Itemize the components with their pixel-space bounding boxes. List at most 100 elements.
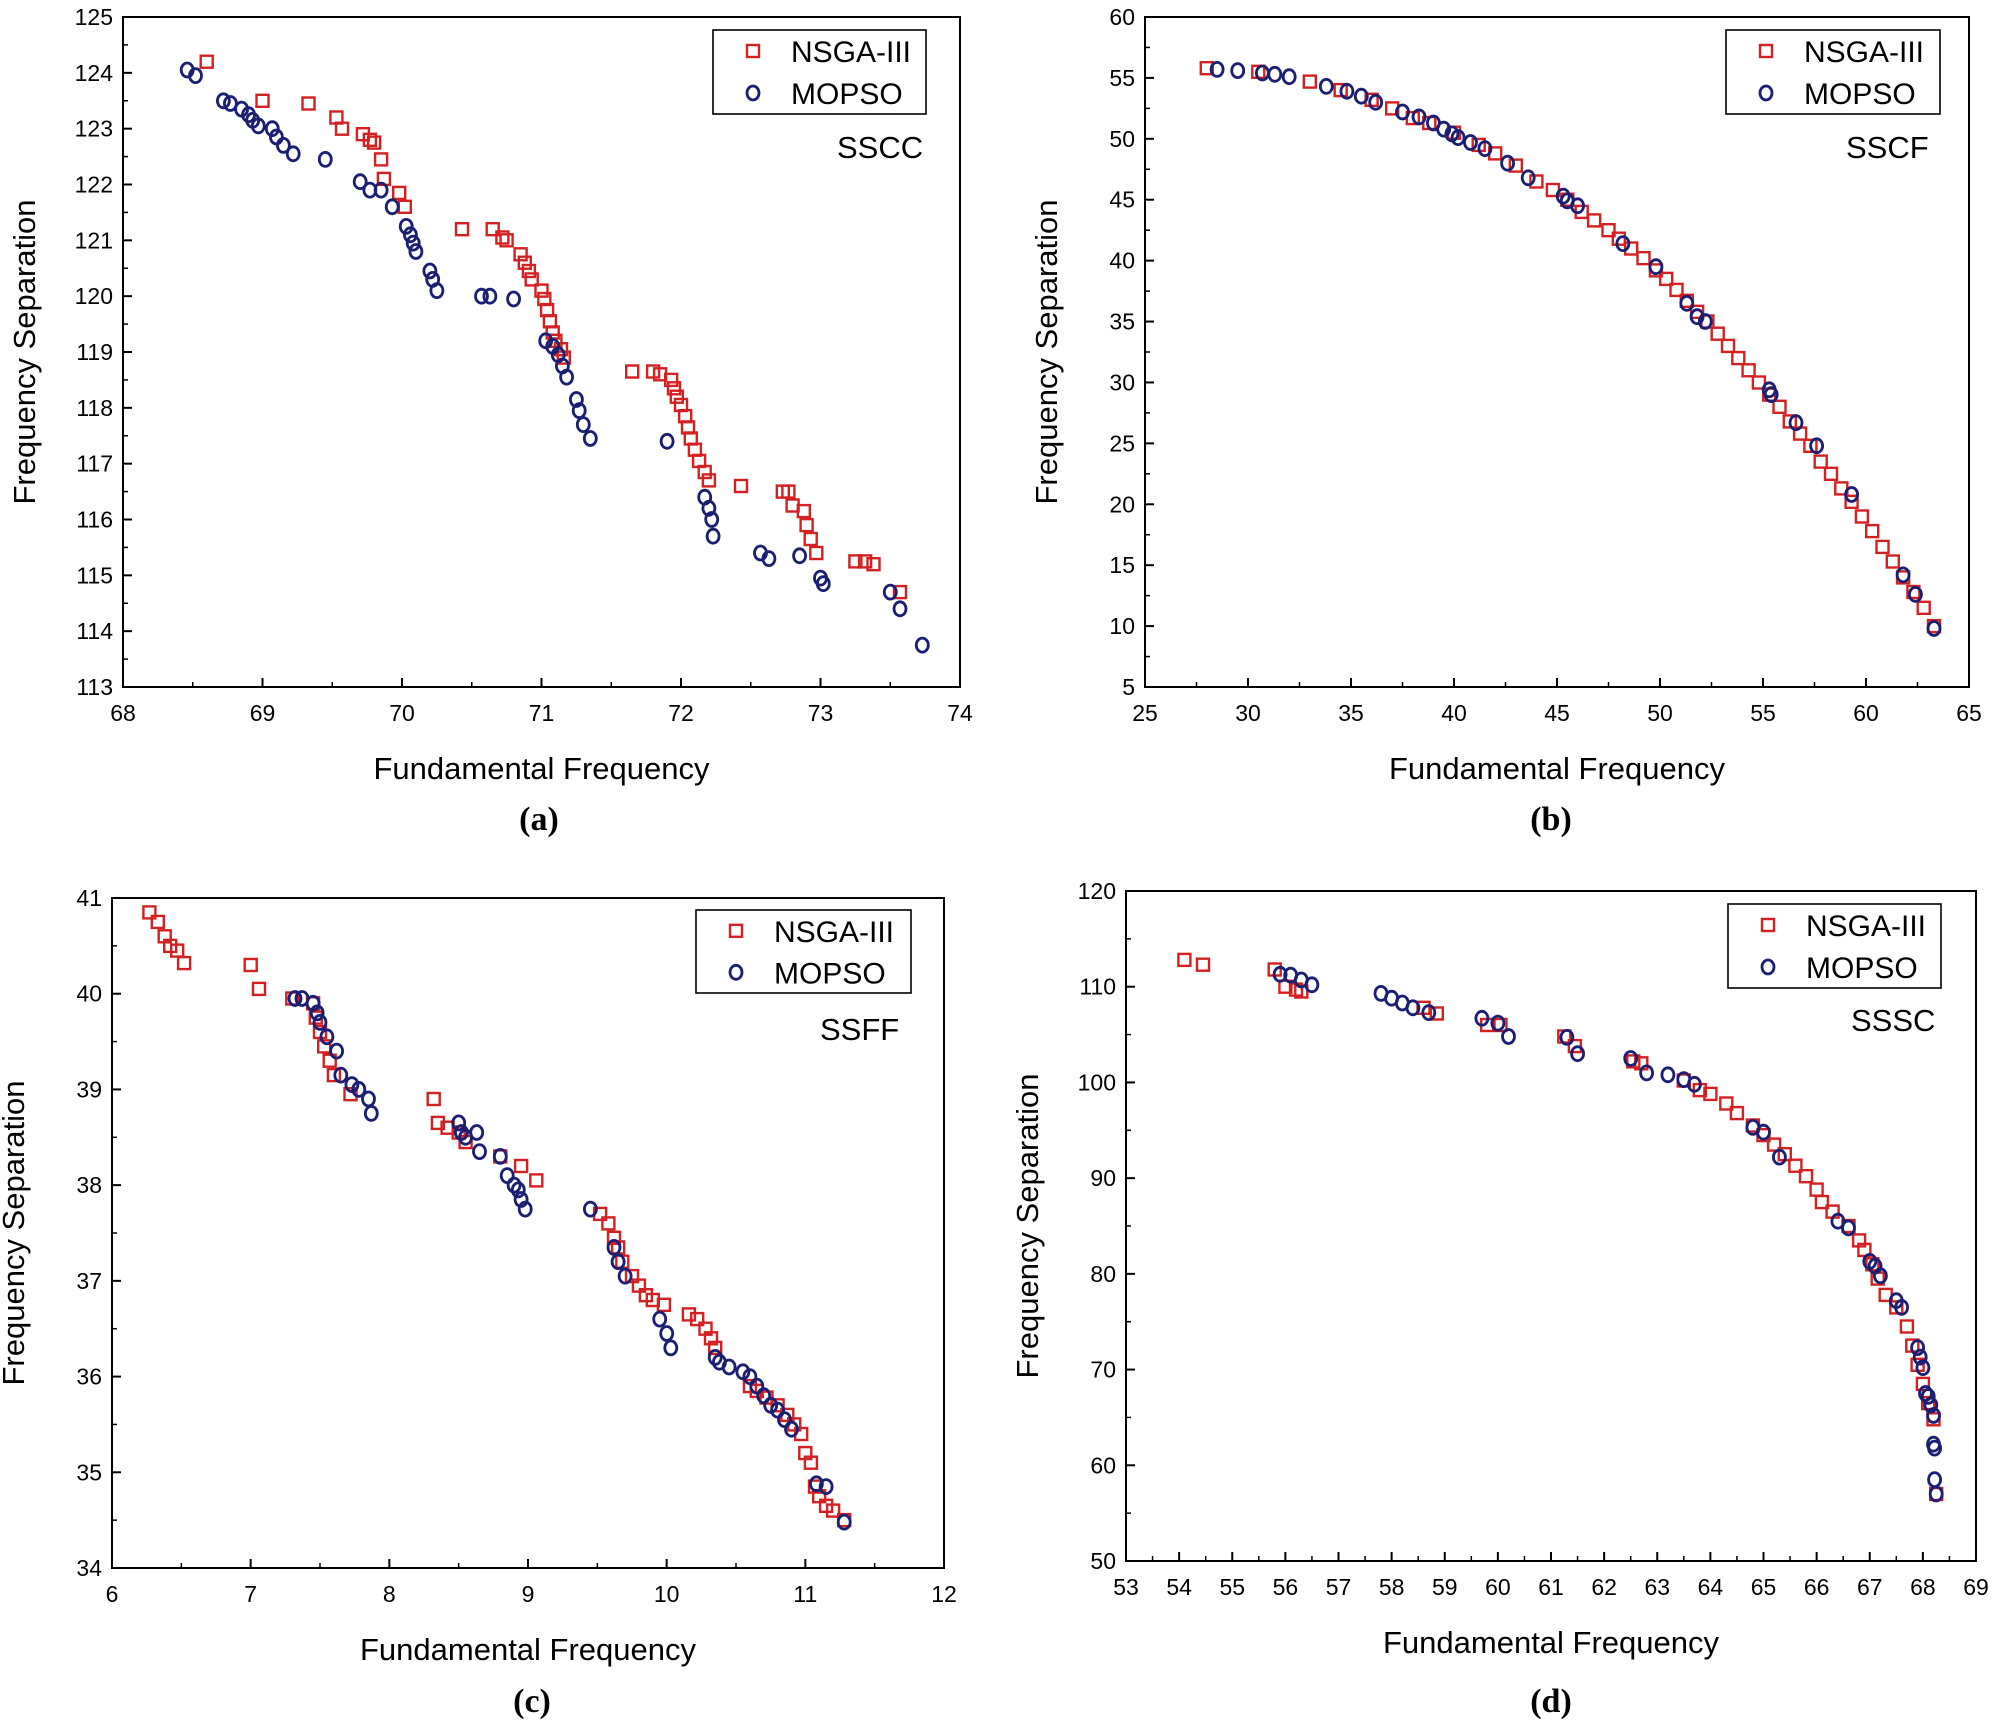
data-point-mopso <box>582 430 598 447</box>
data-point-nsga-iii <box>243 957 258 973</box>
data-point-mopso <box>1436 120 1452 138</box>
data-point-mopso <box>1477 140 1493 158</box>
x-tick-label: 54 <box>1166 1574 1192 1600</box>
legend-label: MOPSO <box>791 78 903 111</box>
data-point-nsga-iii <box>1429 1006 1445 1021</box>
data-point-nsga-iii <box>799 517 814 533</box>
data-point-nsga-iii <box>666 381 682 396</box>
y-tick-label: 30 <box>1109 369 1135 395</box>
chart-panel-a: 68 69 70 71 72 73 74 113 114 115 116 117 118 119 120 12… <box>7 4 973 838</box>
data-point-mopso <box>1689 308 1705 326</box>
panel-caption: (d) <box>1530 1683 1572 1720</box>
legend-label: MOPSO <box>1804 78 1916 111</box>
data-point-mopso <box>1687 1075 1702 1093</box>
data-point-mopso <box>761 550 777 567</box>
data-point-nsga-iii <box>1636 250 1651 266</box>
data-point-nsga-iii <box>1333 82 1348 98</box>
data-point-mopso <box>469 1124 485 1141</box>
panel-caption: (c) <box>513 1683 551 1720</box>
data-point-nsga-iii <box>803 531 818 547</box>
series-mopso <box>1272 965 1944 1503</box>
y-tick-label: 45 <box>1109 187 1135 213</box>
data-point-nsga-iii <box>454 221 470 237</box>
data-point-mopso <box>472 1143 487 1160</box>
x-tick-label: 74 <box>947 700 973 726</box>
data-point-nsga-iii <box>1920 1395 1936 1411</box>
data-point-mopso <box>1318 78 1334 95</box>
legend-marker-mopso <box>1758 84 1774 102</box>
data-point-mopso <box>402 226 418 244</box>
data-point-mopso <box>506 1176 522 1194</box>
y-tick-label: 40 <box>1109 248 1135 274</box>
data-point-mopso <box>882 583 898 601</box>
x-axis-title: Fundamental Frequency <box>360 1632 697 1667</box>
data-point-mopso <box>1679 294 1695 312</box>
data-point-nsga-iii <box>892 584 908 600</box>
data-point-nsga-iii <box>485 221 500 237</box>
legend-marker-mopso <box>745 84 761 102</box>
data-point-nsga-iii <box>803 1455 819 1470</box>
data-point-mopso <box>1763 386 1779 404</box>
data-point-mopso <box>569 391 584 408</box>
data-point-mopso <box>492 1148 508 1165</box>
x-tick-label: 55 <box>1219 1574 1245 1600</box>
data-point-nsga-iii <box>857 554 873 569</box>
y-tick-label: 36 <box>76 1364 102 1390</box>
data-point-nsga-iii <box>1720 338 1736 354</box>
data-point-nsga-iii <box>1719 1096 1734 1111</box>
data-point-mopso <box>1873 1267 1888 1285</box>
data-point-nsga-iii <box>176 955 192 971</box>
data-point-mopso <box>1809 437 1824 455</box>
data-point-nsga-iii <box>495 230 510 245</box>
data-point-mopso <box>1304 976 1320 994</box>
data-point-mopso <box>405 234 421 252</box>
y-axis-title: Frequency Separation <box>7 199 42 504</box>
x-tick-label: 69 <box>1963 1574 1989 1600</box>
data-point-nsga-iii <box>1813 454 1828 469</box>
data-point-mopso <box>1615 235 1631 253</box>
data-point-nsga-iii <box>1731 350 1746 366</box>
data-point-nsga-iii <box>1844 494 1859 509</box>
x-tick-label: 68 <box>1910 1574 1936 1600</box>
legend: NSGA-III MOPSO <box>712 29 927 115</box>
data-point-mopso <box>1421 1004 1437 1021</box>
data-point-mopso <box>517 1200 533 1218</box>
data-point-nsga-iii <box>142 905 157 920</box>
x-tick-label: 55 <box>1750 700 1776 726</box>
data-point-mopso <box>312 1014 328 1031</box>
x-tick-label: 67 <box>1857 1574 1883 1600</box>
x-tick-label: 50 <box>1647 700 1673 726</box>
x-tick-label: 68 <box>110 700 136 726</box>
data-point-nsga-iii <box>362 132 378 148</box>
y-tick-label: 35 <box>1109 309 1135 335</box>
y-tick-label: 60 <box>1109 4 1135 30</box>
y-tick-label: 118 <box>76 395 113 421</box>
panel-caption: (b) <box>1530 801 1572 838</box>
data-point-mopso <box>575 416 591 434</box>
data-point-mopso <box>784 1420 799 1438</box>
data-point-mopso <box>1267 65 1283 83</box>
data-point-mopso <box>1910 1339 1925 1356</box>
legend: NSGA-III MOPSO <box>695 909 912 994</box>
data-point-nsga-iii <box>1916 600 1931 615</box>
panel-annotation: SSCF <box>1846 130 1929 165</box>
legend-marker-nsga-iii <box>728 923 744 938</box>
data-point-nsga-iii <box>1864 523 1880 539</box>
data-point-mopso <box>1926 1407 1941 1424</box>
data-point-nsga-iii <box>1729 1105 1745 1121</box>
data-point-mopso <box>809 1475 824 1493</box>
data-point-nsga-iii <box>1798 1168 1814 1184</box>
data-point-mopso <box>1756 1123 1771 1141</box>
data-point-nsga-iii <box>809 545 824 561</box>
data-point-mopso <box>1915 1359 1931 1377</box>
data-point-mopso <box>319 1028 335 1046</box>
data-point-mopso <box>1395 103 1410 121</box>
data-point-nsga-iii <box>1865 1257 1880 1272</box>
data-point-nsga-iii <box>1710 326 1725 341</box>
data-point-mopso <box>1923 1396 1939 1414</box>
data-point-nsga-iii <box>301 96 316 111</box>
data-point-mopso <box>333 1066 349 1084</box>
data-point-nsga-iii <box>255 93 270 109</box>
data-point-nsga-iii <box>690 1311 705 1327</box>
